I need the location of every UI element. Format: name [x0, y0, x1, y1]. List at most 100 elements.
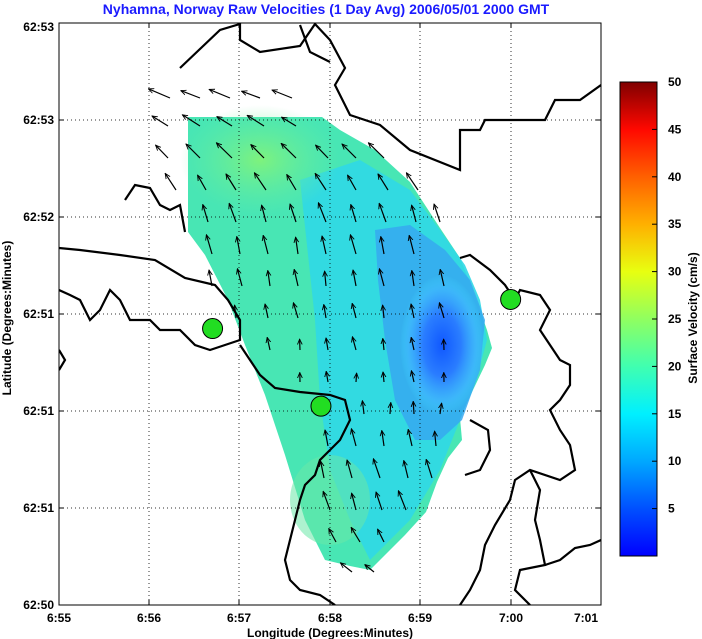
velocity-arrow	[181, 91, 201, 99]
velocity-arrow	[413, 401, 414, 415]
velocity-arrow	[434, 204, 441, 223]
velocity-arrow	[242, 91, 261, 99]
tick-marks	[59, 23, 601, 605]
velocity-arrow	[265, 304, 268, 319]
velocity-arrow	[321, 461, 325, 479]
velocity-arrow	[326, 338, 328, 351]
colorbar-tick-label: 45	[668, 122, 682, 136]
velocity-arrow	[263, 235, 269, 255]
velocity-arrow	[296, 237, 298, 255]
velocity-arrow	[411, 304, 414, 319]
radar-stations	[202, 288, 522, 417]
velocity-arrow	[267, 337, 270, 351]
velocity-arrow	[152, 116, 169, 127]
velocity-arrow	[411, 371, 414, 383]
coastline-west	[59, 246, 242, 352]
velocity-arrow	[383, 372, 384, 383]
x-tick-label: 7:01	[574, 611, 598, 625]
colorbar-tick-label: 10	[668, 454, 682, 468]
colorbar-ticks: 5 10 15 20 25 30 35 40 45 50	[652, 75, 682, 516]
velocity-arrow	[352, 303, 357, 319]
velocity-arrow	[209, 270, 212, 287]
colorbar-tick-label: 40	[668, 170, 682, 184]
velocity-arrows	[148, 88, 445, 573]
station-marker	[500, 288, 522, 310]
velocity-arrow	[411, 337, 414, 351]
velocity-arrow	[390, 403, 391, 415]
velocity-arrow	[379, 203, 387, 223]
velocity-arrow	[352, 337, 357, 351]
velocity-arrow	[347, 460, 353, 479]
velocity-arrow	[340, 563, 353, 573]
y-tick-label: 62:52	[23, 210, 54, 224]
colorbar-tick-label: 20	[668, 359, 682, 373]
colorbar-tick-label: 25	[668, 312, 682, 326]
velocity-arrow	[282, 117, 297, 127]
velocity-arrow	[156, 145, 169, 159]
coastline-east-3	[544, 538, 601, 567]
y-tick-label: 62:50	[23, 598, 54, 612]
colorbar-tick-label: 15	[668, 407, 682, 421]
velocity-arrow	[206, 235, 213, 255]
velocity-arrow	[326, 371, 328, 383]
velocity-arrow	[412, 205, 417, 223]
x-tick-label: 7:00	[499, 611, 523, 625]
x-axis-label: Longitude (Degrees:Minutes)	[247, 626, 413, 639]
velocity-arrow	[165, 173, 177, 191]
y-tick-label: 62:51	[23, 307, 54, 321]
velocity-arrow	[229, 203, 237, 223]
y-tick-label: 62:51	[23, 404, 54, 418]
velocity-arrow	[404, 461, 409, 479]
velocity-arrow	[440, 269, 445, 287]
coastline-north	[179, 23, 601, 172]
coastline-northwest	[124, 183, 187, 233]
x-tick-label: 6:57	[227, 611, 251, 625]
velocity-arrow	[426, 459, 433, 479]
velocity-arrow	[294, 269, 299, 287]
coastline-east-2	[513, 469, 547, 605]
velocity-arrow	[376, 492, 383, 511]
colorbar-tick-label: 5	[668, 502, 675, 516]
velocity-arrow	[377, 529, 385, 543]
velocity-arrow	[365, 565, 375, 573]
velocity-arrow	[203, 205, 209, 223]
x-tick-label: 6:58	[318, 611, 342, 625]
velocity-arrow	[237, 237, 241, 255]
x-tick-label: 6:59	[408, 611, 432, 625]
velocity-arrow	[381, 237, 385, 255]
velocity-arrow	[237, 269, 243, 287]
velocity-arrow	[383, 305, 384, 319]
velocity-arrow	[315, 173, 327, 191]
velocity-arrow	[198, 175, 207, 191]
velocity-arrow	[235, 305, 236, 319]
velocity-arrow	[182, 115, 201, 127]
colorbar-tick-label: 30	[668, 265, 682, 279]
velocity-arrow	[342, 144, 357, 159]
velocity-arrow	[272, 90, 293, 99]
velocity-arrow	[435, 431, 436, 447]
velocity-arrow	[226, 174, 237, 191]
colorbar-gradient	[619, 81, 658, 557]
colorbar: 5 10 15 20 25 30 35 40 45 50 Surface Velocity (cm…	[619, 75, 700, 557]
velocity-arrow	[323, 491, 331, 511]
coastline	[59, 23, 601, 605]
velocity-arrow	[406, 173, 419, 191]
velocity-arrow	[293, 303, 299, 319]
velocity-arrow	[382, 431, 384, 447]
x-tick-label: 6:55	[47, 611, 71, 625]
velocity-arrow	[379, 269, 385, 287]
chart-title: Nyhamna, Norway Raw Velocities (1 Day Av…	[103, 1, 550, 17]
coastline-west-3	[59, 349, 67, 371]
y-axis-label: Latitude (Degrees:Minutes)	[0, 241, 14, 396]
velocity-arrow	[254, 173, 267, 191]
velocity-arrow	[325, 430, 328, 447]
coastline-west-2	[239, 344, 352, 605]
x-tick-label: 6:56	[137, 611, 161, 625]
velocity-arrow	[348, 175, 357, 191]
velocity-arrow	[362, 401, 364, 415]
velocity-arrow	[281, 143, 297, 159]
velocity-arrow	[351, 205, 357, 223]
station-marker	[202, 318, 224, 340]
velocity-arrow	[373, 459, 381, 479]
